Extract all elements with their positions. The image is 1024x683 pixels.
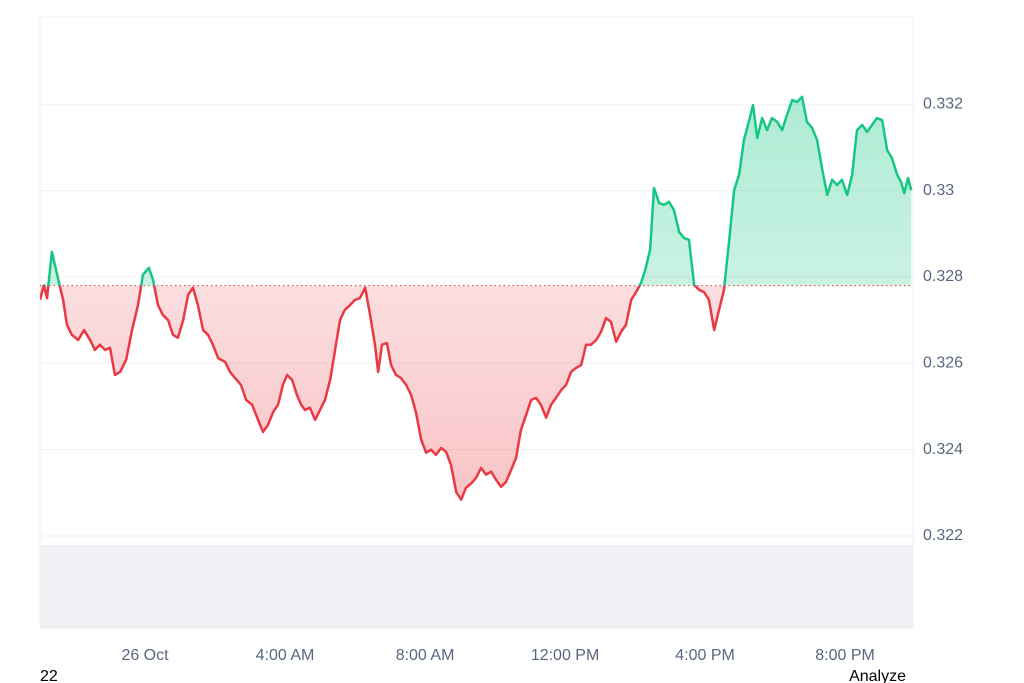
y-tick-label: 0.324 <box>923 441 963 458</box>
x-tick-label: 8:00 AM <box>396 647 455 664</box>
line-down <box>40 285 726 502</box>
x-tick-label: 26 Oct <box>121 647 169 664</box>
line-up <box>42 95 913 286</box>
volume-area <box>40 545 913 628</box>
y-tick-label: 0.33 <box>923 182 954 199</box>
area-down <box>40 285 912 500</box>
y-tick-label: 0.332 <box>923 95 963 112</box>
x-tick-label: 4:00 AM <box>256 647 315 664</box>
y-tick-label: 0.322 <box>923 527 963 544</box>
y-tick-label: 0.326 <box>923 355 963 372</box>
x-tick-label: 12:00 PM <box>531 647 599 664</box>
x-tick-label: 8:00 PM <box>815 647 875 664</box>
y-tick-label: 0.328 <box>923 268 963 285</box>
area-up <box>43 96 912 286</box>
x-tick-label: 4:00 PM <box>675 647 735 664</box>
footer-left: 22 <box>40 668 58 683</box>
footer-right[interactable]: Analyze <box>849 668 906 683</box>
